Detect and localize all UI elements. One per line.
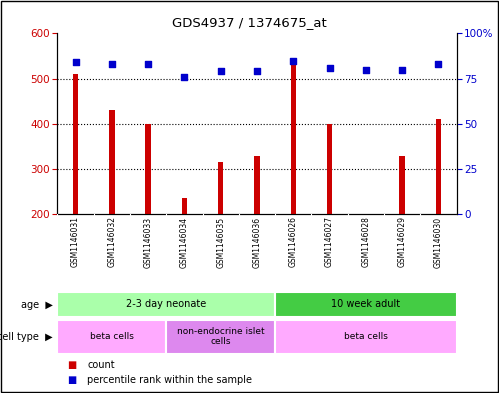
Point (217, 68, 225, 75)
Text: ■: ■ (67, 375, 77, 385)
Text: GSM1146032: GSM1146032 (107, 217, 116, 268)
Text: GDS4937 / 1374675_at: GDS4937 / 1374675_at (172, 17, 327, 29)
Text: non-endocrine islet
cells: non-endocrine islet cells (177, 327, 264, 346)
Text: ■: ■ (67, 360, 77, 370)
Text: age  ▶: age ▶ (20, 299, 52, 310)
Text: GSM1146035: GSM1146035 (216, 217, 225, 268)
Bar (254, 156, 259, 214)
Text: percentile rank within the sample: percentile rank within the sample (87, 375, 252, 385)
Point (362, 66, 370, 73)
Point (71, 59, 79, 66)
Text: GSM1146036: GSM1146036 (252, 217, 261, 268)
Bar (182, 198, 187, 214)
Bar (399, 156, 405, 214)
Bar (73, 74, 78, 214)
Bar (275, 320, 457, 354)
Text: beta cells: beta cells (90, 332, 134, 341)
Text: cell type  ▶: cell type ▶ (0, 332, 52, 342)
Text: GSM1146029: GSM1146029 (398, 217, 407, 268)
Text: GSM1146026: GSM1146026 (289, 217, 298, 268)
Text: 2-3 day neonate: 2-3 day neonate (126, 299, 207, 309)
Bar (275, 292, 457, 317)
Text: GSM1146028: GSM1146028 (361, 217, 370, 267)
Point (435, 61, 443, 67)
Point (398, 66, 406, 73)
Point (144, 61, 152, 67)
Text: GSM1146031: GSM1146031 (71, 217, 80, 268)
Point (325, 64, 333, 71)
Bar (327, 124, 332, 214)
Text: 10 week adult: 10 week adult (331, 299, 400, 309)
Text: GSM1146027: GSM1146027 (325, 217, 334, 268)
Point (289, 57, 297, 64)
Text: beta cells: beta cells (344, 332, 388, 341)
Text: GSM1146030: GSM1146030 (434, 217, 443, 268)
Bar (57, 320, 166, 354)
Point (108, 61, 116, 67)
Text: GSM1146034: GSM1146034 (180, 217, 189, 268)
Bar (57, 292, 275, 317)
Bar (218, 162, 224, 214)
Text: count: count (87, 360, 115, 370)
Text: GSM1146033: GSM1146033 (144, 217, 153, 268)
Point (253, 68, 261, 75)
Bar (109, 110, 115, 214)
Bar (166, 320, 275, 354)
Bar (145, 124, 151, 214)
Bar (436, 119, 441, 214)
Bar (290, 65, 296, 214)
Point (181, 73, 189, 80)
